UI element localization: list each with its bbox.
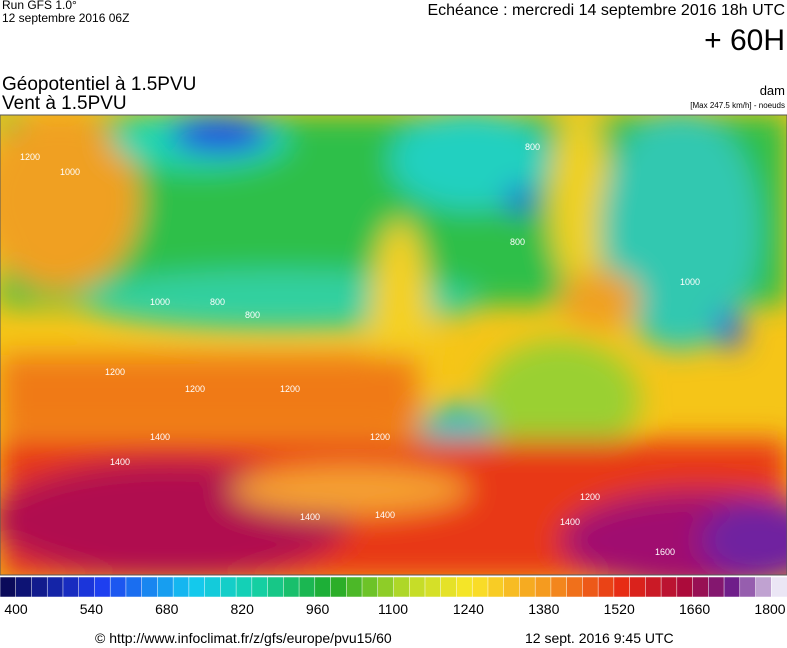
contour-label: 1600 bbox=[655, 547, 675, 557]
colorbar-swatch bbox=[424, 576, 442, 598]
colorbar-swatch bbox=[109, 576, 127, 598]
contour-label: 1400 bbox=[110, 457, 130, 467]
colorbar-swatch bbox=[330, 576, 348, 598]
colorbar-swatch bbox=[251, 576, 269, 598]
colorbar-swatch bbox=[660, 576, 678, 598]
colorbar-swatch bbox=[94, 576, 111, 598]
colorbar-swatch bbox=[613, 576, 631, 598]
contour-label: 1400 bbox=[375, 510, 395, 520]
colorbar-swatch bbox=[125, 576, 143, 598]
run-date: 12 septembre 2016 06Z bbox=[2, 11, 129, 25]
lead-time: + 60H bbox=[704, 24, 785, 57]
contour-label: 1400 bbox=[150, 432, 170, 442]
colorbar-swatch bbox=[31, 576, 48, 598]
contour-label: 1200 bbox=[185, 384, 205, 394]
colorbar-swatch bbox=[456, 576, 473, 598]
colorbar-swatch bbox=[519, 576, 536, 598]
contour-label: 1000 bbox=[150, 297, 170, 307]
colorbar-swatch bbox=[393, 576, 410, 598]
colorbar-swatch bbox=[235, 576, 253, 598]
field-subtitle: Vent à 1.5PVU bbox=[2, 93, 127, 114]
contour-label: 1200 bbox=[580, 492, 600, 502]
contour-label: 1400 bbox=[300, 512, 320, 522]
contour-label: 1000 bbox=[680, 277, 700, 287]
colorbar-label: 1100 bbox=[378, 601, 408, 617]
colorbar-swatch bbox=[204, 576, 222, 598]
colorbar-swatch bbox=[377, 576, 395, 598]
colorbar-swatch bbox=[723, 576, 741, 598]
colorbar-swatch bbox=[46, 576, 64, 598]
contour-label: 800 bbox=[525, 142, 540, 152]
field-title: Géopotentiel à 1.5PVU bbox=[2, 74, 196, 95]
colorbar-swatch bbox=[314, 576, 332, 598]
contour-label: 1200 bbox=[20, 152, 40, 162]
colorbar-swatch bbox=[283, 576, 300, 598]
colorbar-swatch bbox=[739, 576, 757, 598]
colorbar-swatch bbox=[78, 576, 96, 598]
colorbar-swatch bbox=[645, 576, 662, 598]
colorbar-swatch bbox=[597, 576, 615, 598]
colorbar-swatch bbox=[755, 576, 773, 598]
colorbar-swatch bbox=[220, 576, 237, 598]
colorbar-swatch bbox=[534, 576, 552, 598]
colorbar-swatch bbox=[267, 576, 285, 598]
colorbar-swatch bbox=[188, 576, 206, 598]
colorbar-label: 1800 bbox=[754, 601, 785, 617]
unit: dam bbox=[760, 83, 785, 98]
map: 1200 1000 800 800 1000 1200 1200 1200 1400 1400 14… bbox=[0, 115, 787, 575]
colorbar-swatch bbox=[298, 576, 316, 598]
colorbar-swatch bbox=[550, 576, 568, 598]
colorbar-label: 820 bbox=[231, 601, 255, 617]
contour-label: 1200 bbox=[280, 384, 300, 394]
colorbar-swatch bbox=[566, 576, 584, 598]
colorbar-swatch bbox=[408, 576, 426, 598]
colorbar-label: 1240 bbox=[453, 601, 484, 617]
colorbar: 400 540 680 820 960 1100 1240 1380 1520 1660 1800 bbox=[0, 576, 787, 617]
colorbar-label: 960 bbox=[306, 601, 330, 617]
map-frame bbox=[0, 114, 787, 576]
colorbar-label: 400 bbox=[4, 601, 28, 617]
contour-label: 1000 bbox=[60, 167, 80, 177]
colorbar-label: 680 bbox=[155, 601, 179, 617]
colorbar-swatch bbox=[676, 576, 694, 598]
colorbar-swatch bbox=[582, 576, 599, 598]
colorbar-swatch bbox=[440, 576, 458, 598]
echeance: Echéance : mercredi 14 septembre 2016 18… bbox=[427, 2, 785, 19]
colorbar-swatch bbox=[346, 576, 363, 598]
colorbar-swatch bbox=[471, 576, 489, 598]
contour-label: 1400 bbox=[560, 517, 580, 527]
run-label: Run GFS 1.0° bbox=[2, 0, 77, 12]
colorbar-swatch bbox=[708, 576, 725, 598]
colorbar-swatch bbox=[487, 576, 505, 598]
colorbar-swatch bbox=[503, 576, 521, 598]
contour-label: 1200 bbox=[105, 367, 125, 377]
source: © http://www.infoclimat.fr/z/gfs/europe/… bbox=[95, 630, 392, 646]
colorbar-swatch bbox=[141, 576, 159, 598]
colorbar-swatch bbox=[172, 576, 190, 598]
colorbar-swatch bbox=[62, 576, 80, 598]
contour-label: 800 bbox=[210, 297, 225, 307]
contour-label: 800 bbox=[510, 237, 525, 247]
colorbar-swatch bbox=[0, 576, 17, 598]
colorbar-swatch bbox=[361, 576, 379, 598]
generated-time: 12 sept. 2016 9:45 UTC bbox=[525, 630, 674, 646]
contour-label: 800 bbox=[245, 310, 260, 320]
max-wind: [Max 247.5 km/h] - noeuds bbox=[690, 101, 785, 110]
colorbar-label: 1380 bbox=[528, 601, 559, 617]
colorbar-swatch bbox=[157, 576, 174, 598]
colorbar-swatch bbox=[771, 576, 787, 598]
colorbar-label: 1520 bbox=[604, 601, 635, 617]
colorbar-swatch bbox=[692, 576, 710, 598]
contour-label: 1200 bbox=[370, 432, 390, 442]
colorbar-label: 1660 bbox=[679, 601, 710, 617]
colorbar-label: 540 bbox=[80, 601, 104, 617]
colorbar-swatch bbox=[15, 576, 33, 598]
colorbar-swatch bbox=[629, 576, 647, 598]
